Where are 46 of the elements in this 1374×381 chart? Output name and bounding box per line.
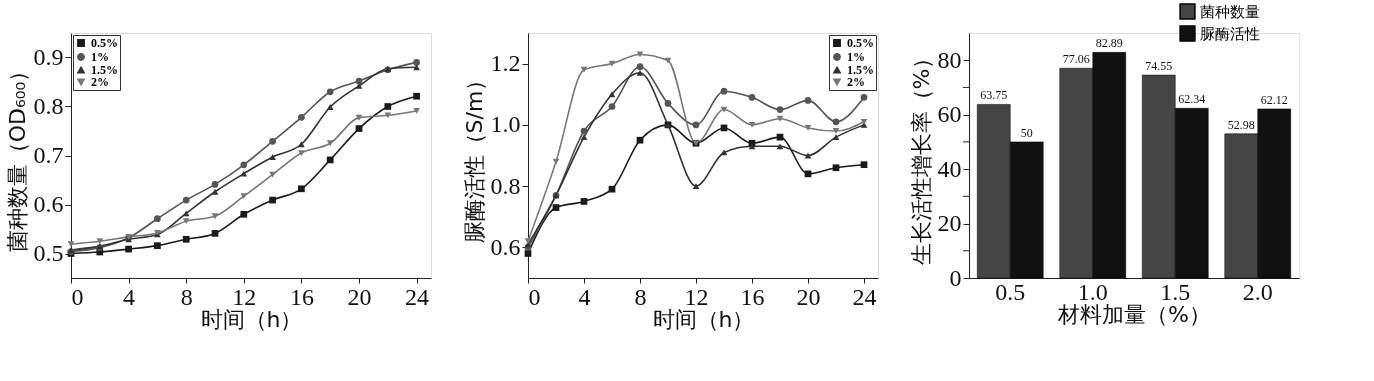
x-tick-label: 4 xyxy=(578,283,591,310)
legend-label: 菌种数量 xyxy=(1200,2,1260,21)
y-tick-label: 0.9 xyxy=(33,44,64,70)
y-tick-label: 40 xyxy=(937,155,962,182)
data-label: 62.34 xyxy=(1178,92,1206,107)
y-axis-title: 菌种数量（OD₆₀₀） xyxy=(4,59,30,253)
legend-label: 1% xyxy=(91,50,109,64)
x-tick-label: 8 xyxy=(180,283,193,310)
y-axis-title: 生长活性增长率（%） xyxy=(908,46,934,266)
x-tick-label: 2.0 xyxy=(1242,278,1273,305)
legend-label: 脲酶活性 xyxy=(1200,24,1260,43)
data-label: 82.89 xyxy=(1095,36,1123,51)
data-label: 77.06 xyxy=(1062,52,1090,67)
y-tick-label: 20 xyxy=(937,210,962,237)
legend-label: 2% xyxy=(847,75,865,89)
x-tick-label: 20 xyxy=(796,283,821,310)
y-axis-title: 脲酶活性（S/m） xyxy=(461,68,487,244)
x-tick-label: 0 xyxy=(71,283,84,310)
y-tick-label: 0.6 xyxy=(490,233,521,260)
legend-label: 1.5% xyxy=(91,63,118,77)
legend-label: 2% xyxy=(91,75,109,89)
data-label: 50 xyxy=(1020,125,1033,140)
data-label: 62.12 xyxy=(1260,92,1288,107)
y-tick-label: 60 xyxy=(937,101,962,128)
y-tick-label: 0.6 xyxy=(33,191,64,217)
y-tick-label: 0.5 xyxy=(33,240,64,266)
x-tick-label: 8 xyxy=(634,283,647,310)
y-tick-label: 80 xyxy=(937,46,962,73)
x-tick-label: 20 xyxy=(347,283,372,310)
legend-label: 0.5% xyxy=(91,36,118,50)
y-tick-label: 1.0 xyxy=(490,111,521,138)
y-tick-label: 0.7 xyxy=(33,142,64,168)
data-label: 63.75 xyxy=(980,88,1008,103)
legend-label: 0.5% xyxy=(847,36,874,50)
x-tick-label: 24 xyxy=(405,283,430,310)
y-tick-label: 0.8 xyxy=(33,93,64,119)
x-tick-label: 0 xyxy=(528,283,541,310)
data-label: 52.98 xyxy=(1227,117,1255,132)
legend-label: 1.5% xyxy=(847,63,874,77)
y-tick-label: 1.2 xyxy=(490,50,521,77)
x-tick-label: 0.5 xyxy=(995,278,1026,305)
data-label: 74.55 xyxy=(1145,59,1173,74)
x-tick-label: 4 xyxy=(123,283,136,310)
y-tick-label: 0.8 xyxy=(490,172,521,199)
legend-label: 1% xyxy=(847,50,865,64)
x-tick-label: 24 xyxy=(852,283,877,310)
